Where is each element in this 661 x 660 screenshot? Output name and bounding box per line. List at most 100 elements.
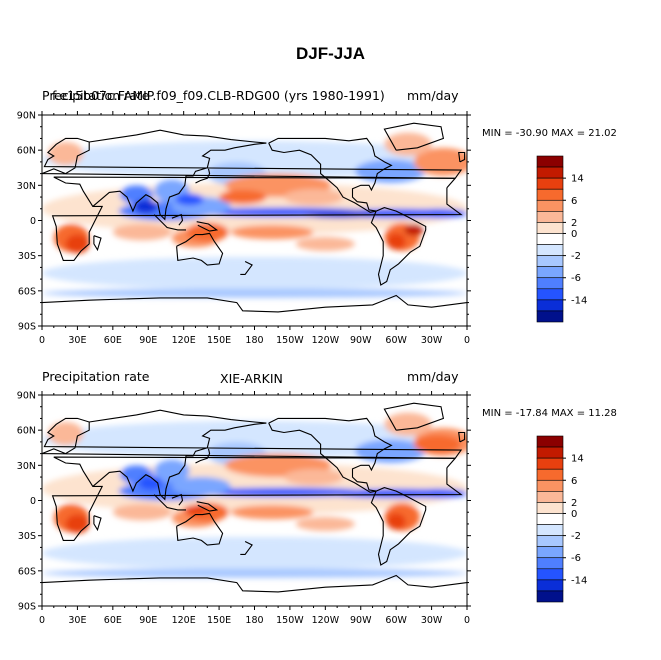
panel-2-lat-tick-label: 90N bbox=[17, 391, 36, 402]
panel-2-lon-tick-label: 180 bbox=[245, 615, 263, 626]
panel-2-colorbar-box bbox=[536, 502, 564, 514]
panel-2-colorbar-label: -6 bbox=[571, 553, 581, 564]
panel-2-contour-field bbox=[42, 395, 467, 606]
panel-2-colorbar-box bbox=[536, 535, 564, 547]
panel-2-colorbar-box bbox=[536, 513, 564, 525]
panel-1-lat-tick-label: 30S bbox=[18, 251, 36, 262]
panel-1-field-blob bbox=[407, 208, 467, 219]
panel-2-lat-tick-label: 90S bbox=[18, 602, 36, 613]
panel-2-coastline bbox=[176, 512, 224, 546]
panel-1-coastline bbox=[51, 176, 463, 261]
panel-2-field-blob bbox=[171, 477, 231, 496]
panel-2-field-blob bbox=[183, 505, 208, 515]
panel-2-field-blob bbox=[42, 568, 467, 578]
panel-1-field-blob bbox=[112, 224, 172, 241]
panel-1-field-blob bbox=[175, 193, 204, 206]
panel-1-left-title: Precipitation rate bbox=[42, 88, 150, 103]
panel-1-lat-tick-label: 90N bbox=[17, 111, 36, 122]
panel-2-colorbar-box bbox=[536, 468, 564, 481]
panel-1-lon-tick-label: 150W bbox=[276, 335, 304, 346]
panel-2-lat-tick-label: 60S bbox=[18, 566, 36, 577]
panel-2-coastline bbox=[89, 409, 267, 424]
panel-2-field-blob bbox=[295, 516, 355, 531]
panel-1-field-blob bbox=[404, 224, 424, 236]
panel-2-field-blob bbox=[42, 536, 467, 570]
panel-2-lon-tick-label: 120E bbox=[172, 615, 196, 626]
panel-2-coastline bbox=[153, 494, 186, 511]
panel-2-coastline bbox=[42, 417, 463, 459]
panel-1-coastline bbox=[195, 168, 211, 184]
panel-2-coastline bbox=[370, 487, 427, 566]
panel-2-min-max: MIN = -17.84 MAX = 11.28 bbox=[482, 408, 617, 419]
panel-1-coastline bbox=[93, 235, 102, 252]
panel-2-colorbar-box bbox=[536, 579, 564, 592]
panel-1-coastline bbox=[42, 294, 467, 313]
panel-2-colorbar-box bbox=[536, 479, 564, 492]
panel-2-field-blob bbox=[230, 505, 314, 520]
panel-2-coastline bbox=[93, 515, 102, 532]
panel-1-colorbar-label: -2 bbox=[571, 251, 581, 262]
panel-1-colorbar-label: -14 bbox=[571, 295, 587, 306]
panel-2-field-blob bbox=[112, 504, 172, 521]
panel-2-lon-tick-label: 60W bbox=[385, 615, 407, 626]
panel-2-coastline bbox=[171, 493, 184, 506]
panel-2-coastline bbox=[42, 574, 467, 593]
panel-1-lat-tick-label: 60N bbox=[17, 146, 36, 157]
panel-1-coastline bbox=[383, 122, 445, 151]
panel-2-coastline bbox=[458, 431, 466, 443]
panel-1-contour-field bbox=[42, 115, 467, 326]
panel-2-colorbar-label: 14 bbox=[571, 454, 584, 465]
panel-1-lon-tick-label: 60E bbox=[104, 335, 122, 346]
panel-1-colorbar-label: -6 bbox=[571, 273, 581, 284]
panel-1-field-blob bbox=[134, 199, 158, 214]
panel-1-coastline bbox=[42, 137, 463, 179]
panel-1-lat-tick-label: 30N bbox=[17, 181, 36, 192]
panel-2-coastlines bbox=[42, 402, 467, 593]
panel-2-field-blob bbox=[138, 475, 163, 490]
panel-2-colorbar-box bbox=[536, 590, 564, 603]
panel-2-colorbar-box bbox=[536, 524, 564, 536]
panel-1-field-blob bbox=[47, 141, 84, 166]
panel-2-field-blob bbox=[65, 514, 90, 534]
panel-2-coastline bbox=[92, 422, 267, 501]
panel-1-colorbar-label: 0 bbox=[571, 229, 577, 240]
panel-2-lon-tick-label: 120W bbox=[312, 615, 340, 626]
panel-2-colorbar-box bbox=[536, 457, 564, 470]
panel-2-coastline bbox=[240, 541, 253, 555]
panel-2-lon-tick-label: 90W bbox=[350, 615, 372, 626]
panel-1-coastline bbox=[153, 214, 186, 231]
panel-2-lon-tick-label: 60E bbox=[104, 615, 122, 626]
panel-1-lon-tick-label: 90E bbox=[139, 335, 157, 346]
panel-2-lon-tick-label: 90E bbox=[139, 615, 157, 626]
panel-1-min-max: MIN = -30.90 MAX = 21.02 bbox=[482, 128, 617, 139]
panel-1-lat-tick-label: 60S bbox=[18, 286, 36, 297]
panel-1-lat-tick-label: 90S bbox=[18, 322, 36, 333]
panel-2-lat-tick-label: 0 bbox=[30, 496, 36, 507]
panel-1-field-blob bbox=[284, 188, 344, 206]
panel-2-lon-tick-label: 0 bbox=[39, 615, 45, 626]
panel-2-colorbar-label: 2 bbox=[571, 498, 577, 509]
panel-1-field-blob bbox=[295, 236, 355, 251]
panel-1-lon-tick-label: 30E bbox=[68, 335, 86, 346]
panel-1-lon-tick-label: 60W bbox=[385, 335, 407, 346]
panel-1-lon-tick-label: 150E bbox=[207, 335, 231, 346]
panel-1-case-title: f.e15b07c.FAMIP.f09_f09.CLB-RDG00 (yrs 1… bbox=[52, 88, 385, 103]
panel-2-field-blob bbox=[407, 488, 467, 499]
panel-2-field-blob bbox=[413, 434, 462, 454]
panel-1-lon-tick-label: 0 bbox=[39, 335, 45, 346]
panel-1-field-blob bbox=[386, 233, 406, 250]
panel-2-field-blob bbox=[154, 459, 190, 483]
panel-2-lon-tick-label: 30E bbox=[68, 615, 86, 626]
panel-2-colorbar-box bbox=[536, 568, 564, 581]
panel-2-units: mm/day bbox=[407, 369, 459, 384]
panel-1-coastline bbox=[171, 213, 184, 226]
panel-1-coastline bbox=[176, 232, 224, 266]
panel-2-coastline bbox=[268, 417, 393, 493]
panel-1-lat-tick-label: 0 bbox=[30, 216, 36, 227]
panel-2-lon-tick-label: 150E bbox=[207, 615, 231, 626]
panel-1-field-blob bbox=[42, 288, 467, 298]
panel-2-field-blob bbox=[384, 412, 432, 437]
panel-2-colorbar-box bbox=[536, 491, 564, 503]
